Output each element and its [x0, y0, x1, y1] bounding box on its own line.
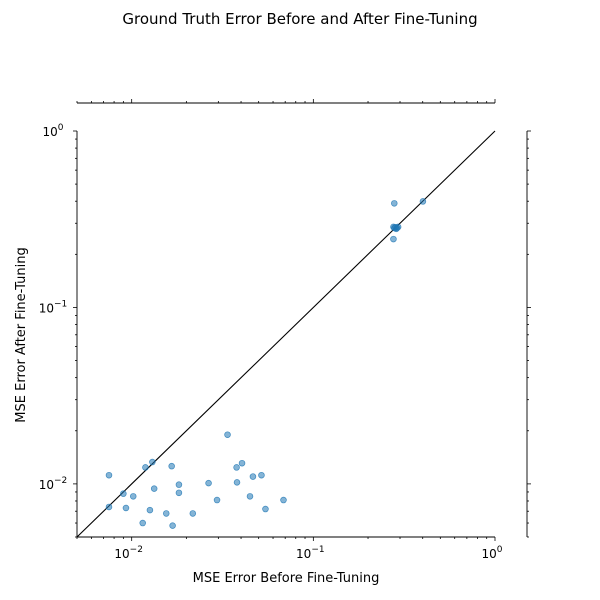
reference-line-group — [76, 130, 496, 538]
y-axis-label: MSE Error After Fine-Tuning — [14, 247, 29, 422]
data-point — [142, 464, 149, 471]
x-tick-label: 100 — [481, 545, 502, 561]
data-point — [246, 493, 254, 500]
axis-ticks: 10−2 10−1 100 10−2 10−1 100 — [39, 99, 531, 561]
x-tick-label: 10−2 — [114, 545, 143, 561]
data-point — [258, 471, 265, 479]
data-point — [391, 200, 398, 207]
data-point — [163, 510, 170, 517]
data-point — [238, 459, 246, 467]
data-point — [249, 473, 257, 480]
data-point — [149, 458, 156, 466]
data-point — [168, 462, 175, 470]
data-point — [175, 481, 183, 488]
data-point — [224, 431, 231, 438]
data-point — [130, 493, 137, 500]
y-tick-label: 100 — [42, 123, 63, 139]
x-axis-label: MSE Error Before Fine-Tuning — [193, 571, 380, 586]
data-point — [150, 485, 158, 492]
y-tick-label: 10−2 — [39, 476, 68, 492]
data-point — [175, 489, 183, 497]
data-point — [280, 496, 287, 504]
data-point — [169, 522, 176, 529]
data-point — [262, 505, 269, 513]
data-point — [233, 479, 241, 486]
data-point — [419, 198, 427, 205]
data-point — [105, 471, 113, 479]
data-point — [120, 490, 127, 497]
data-point — [390, 235, 397, 243]
data-point — [146, 506, 154, 514]
data-point — [139, 519, 146, 527]
y-tick-label: 10−1 — [39, 299, 68, 315]
data-point — [213, 496, 221, 504]
data-point — [105, 503, 113, 511]
data-point — [189, 510, 197, 517]
data-point — [205, 479, 212, 487]
x-tick-label: 10−1 — [296, 545, 325, 561]
identity-line — [76, 130, 496, 538]
chart-title: Ground Truth Error Before and After Fine… — [122, 10, 477, 28]
plot-frame — [76, 102, 528, 538]
data-point — [233, 464, 240, 471]
data-point — [122, 504, 130, 512]
data-point — [394, 223, 402, 231]
data-points — [105, 198, 427, 529]
